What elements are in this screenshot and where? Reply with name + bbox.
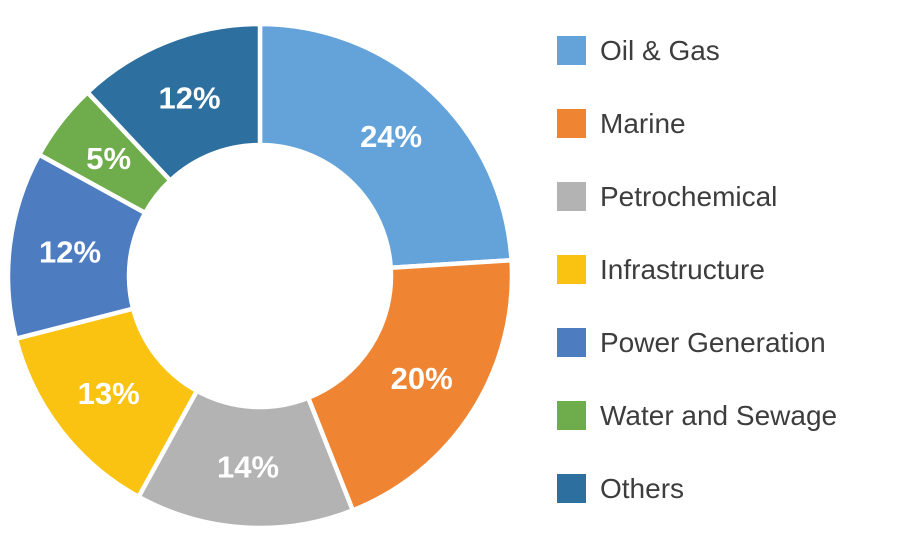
chart-legend: Oil & Gas Marine Petrochemical Infrastructu…	[557, 36, 887, 503]
legend-label-others: Others	[600, 473, 685, 504]
slice-label-petrochemical: 14%	[217, 450, 279, 485]
slice-others	[85, 21, 263, 183]
legend-label-infrastructure: Infrastructure	[600, 254, 765, 285]
slice-label-water-and-sewage: 5%	[86, 141, 131, 176]
legend-item-water-and-sewage: Water and Sewage	[557, 401, 887, 430]
legend-swatch-petrochemical	[557, 182, 586, 211]
legend-label-marine: Marine	[600, 108, 686, 139]
slice-label-marine: 20%	[391, 361, 453, 396]
legend-item-oil-gas: Oil & Gas	[557, 36, 887, 65]
legend-swatch-oil-gas	[557, 36, 586, 65]
donut-chart: 24% 20% 14% 13% 12% 5% 12%	[8, 21, 515, 528]
legend-item-power-generation: Power Generation	[557, 328, 887, 357]
slice-label-power-generation: 12%	[39, 235, 101, 270]
donut-chart-area: 24% 20% 14% 13% 12% 5% 12%	[8, 21, 515, 528]
legend-label-water-and-sewage: Water and Sewage	[600, 400, 838, 431]
legend-label-oil-gas: Oil & Gas	[600, 35, 720, 66]
slice-oil-gas	[257, 21, 514, 271]
slice-label-infrastructure: 13%	[78, 376, 140, 411]
slice-marine	[305, 257, 515, 513]
legend-item-petrochemical: Petrochemical	[557, 182, 887, 211]
slice-label-others: 12%	[158, 80, 220, 115]
slice-label-oil-gas: 24%	[360, 119, 422, 154]
legend-swatch-others	[557, 474, 586, 503]
legend-label-petrochemical: Petrochemical	[600, 181, 778, 212]
legend-item-others: Others	[557, 474, 887, 503]
legend-label-power-generation: Power Generation	[600, 327, 826, 358]
legend-item-marine: Marine	[557, 109, 887, 138]
legend-swatch-infrastructure	[557, 255, 586, 284]
legend-swatch-water-and-sewage	[557, 401, 586, 430]
legend-swatch-power-generation	[557, 328, 586, 357]
legend-swatch-marine	[557, 109, 586, 138]
legend-item-infrastructure: Infrastructure	[557, 255, 887, 284]
